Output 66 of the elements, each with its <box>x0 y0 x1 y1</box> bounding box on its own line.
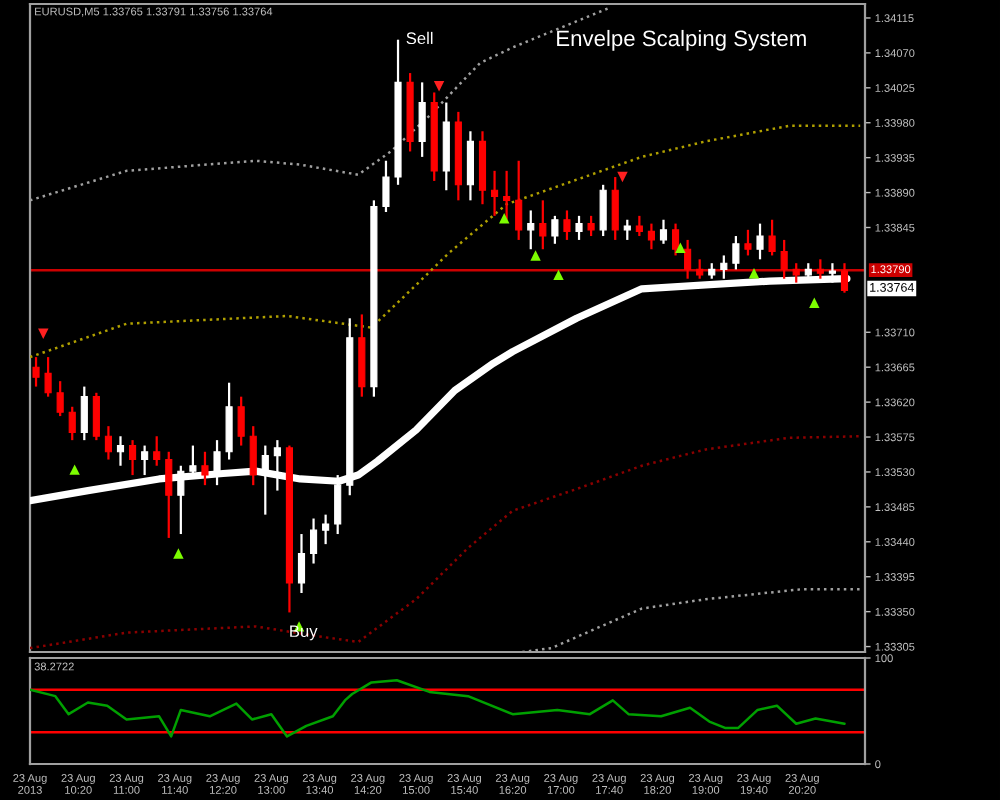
candlestick <box>92 391 100 442</box>
candlestick <box>611 175 619 242</box>
candlestick <box>623 218 631 242</box>
candlestick <box>599 183 607 238</box>
candlestick <box>756 222 764 261</box>
point <box>617 171 628 183</box>
candlestick <box>696 258 704 280</box>
candlestick <box>249 425 257 487</box>
candlestick <box>744 228 752 257</box>
point <box>530 250 541 261</box>
point <box>809 297 820 308</box>
text: Envelpe Scalping System <box>557 29 806 51</box>
candlestick <box>792 262 800 284</box>
annotation: Sell <box>406 31 433 45</box>
candlestick <box>490 169 499 217</box>
candlestick <box>635 214 643 238</box>
candlestick <box>201 450 209 487</box>
candlestick <box>563 209 571 242</box>
candlestick <box>104 425 113 461</box>
candlestick <box>382 159 390 214</box>
point <box>499 212 510 224</box>
candlestick <box>671 222 680 257</box>
candlestick <box>297 532 306 595</box>
candlestick <box>128 439 137 477</box>
annotation: Buy <box>290 625 318 641</box>
candlestick <box>116 435 125 467</box>
candlestick <box>587 214 595 238</box>
candlestick <box>515 159 523 242</box>
candlestick <box>732 234 740 271</box>
candlestick <box>80 385 88 442</box>
point <box>433 81 445 92</box>
point <box>748 268 760 279</box>
candlestick <box>575 214 583 242</box>
candlestick <box>32 355 40 388</box>
candlestick <box>551 214 559 245</box>
candlestick <box>44 355 52 398</box>
candlestick <box>237 395 245 447</box>
candlestick <box>418 81 426 158</box>
candlestick <box>768 218 776 257</box>
candlestick <box>309 517 318 565</box>
line-series <box>30 124 862 359</box>
line-series <box>30 435 862 650</box>
candlestick <box>165 450 173 540</box>
candlestick <box>527 209 535 251</box>
candlestick <box>213 439 221 487</box>
candlestick <box>273 439 281 492</box>
candlestick <box>684 238 692 280</box>
candlestick <box>153 435 161 467</box>
line-series <box>30 679 846 738</box>
candlestick <box>659 218 668 245</box>
candlestick <box>816 258 824 280</box>
candlestick <box>539 199 547 251</box>
candlestick <box>68 405 76 442</box>
candlestick <box>322 513 330 546</box>
candlestick <box>466 130 474 202</box>
candlestick <box>780 238 788 280</box>
point <box>69 464 80 475</box>
candlestick <box>141 444 149 477</box>
point <box>553 269 564 281</box>
point <box>173 548 184 559</box>
candlestick <box>56 380 64 418</box>
candlestick <box>647 222 655 251</box>
candlestick <box>225 381 233 461</box>
candlestick <box>840 262 849 294</box>
point <box>38 328 49 340</box>
point <box>675 242 686 253</box>
